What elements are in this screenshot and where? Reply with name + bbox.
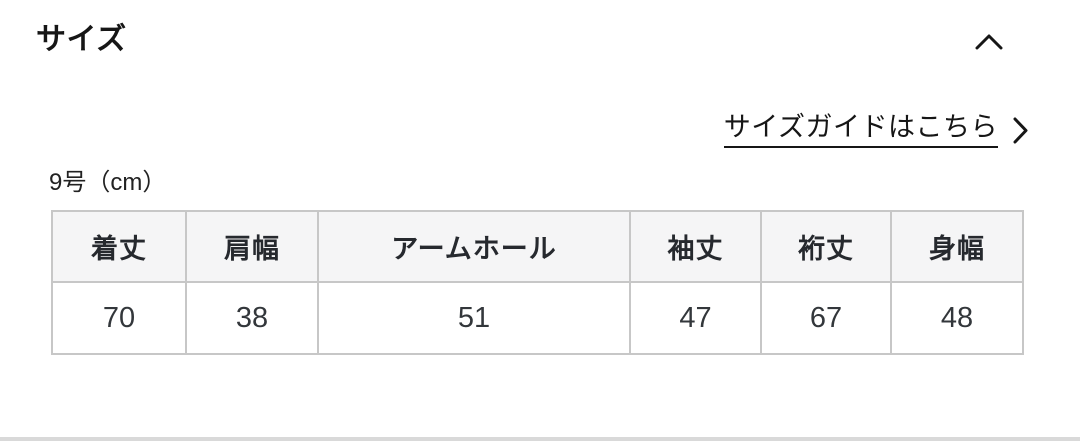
size-table-header-row: 着丈 肩幅 アームホール 袖丈 裄丈 身幅 (51, 210, 1024, 283)
size-guide-link[interactable]: サイズガイドはこちら (723, 112, 1028, 149)
chevron-up-icon (975, 34, 1003, 50)
size-unit-label: 9号（cm） (49, 169, 167, 196)
size-guide-row: サイズガイドはこちら (723, 112, 1028, 149)
size-table-value-chakutake: 70 (51, 281, 187, 355)
section-divider (0, 437, 1080, 441)
size-table-header-yukitake: 裄丈 (760, 210, 892, 283)
size-table-value-armhole: 51 (317, 281, 631, 355)
size-table-header-mihaba: 身幅 (890, 210, 1024, 283)
size-table: 着丈 肩幅 アームホール 袖丈 裄丈 身幅 70 38 51 47 67 48 (51, 210, 1024, 355)
chevron-right-icon (1013, 117, 1028, 144)
size-table-header-armhole: アームホール (317, 210, 631, 283)
size-table-header-sodetake: 袖丈 (629, 210, 762, 283)
size-table-value-yukitake: 67 (760, 281, 892, 355)
size-table-value-row: 70 38 51 47 67 48 (51, 281, 1024, 355)
section-title: サイズ (36, 23, 127, 56)
size-table-value-katahaba: 38 (185, 281, 319, 355)
size-table-value-sodetake: 47 (629, 281, 762, 355)
size-table-header-katahaba: 肩幅 (185, 210, 319, 283)
size-table-value-mihaba: 48 (890, 281, 1024, 355)
size-guide-link-label: サイズガイドはこちら (723, 112, 998, 149)
size-table-header-chakutake: 着丈 (51, 210, 187, 283)
collapse-section-button[interactable] (967, 26, 1011, 58)
